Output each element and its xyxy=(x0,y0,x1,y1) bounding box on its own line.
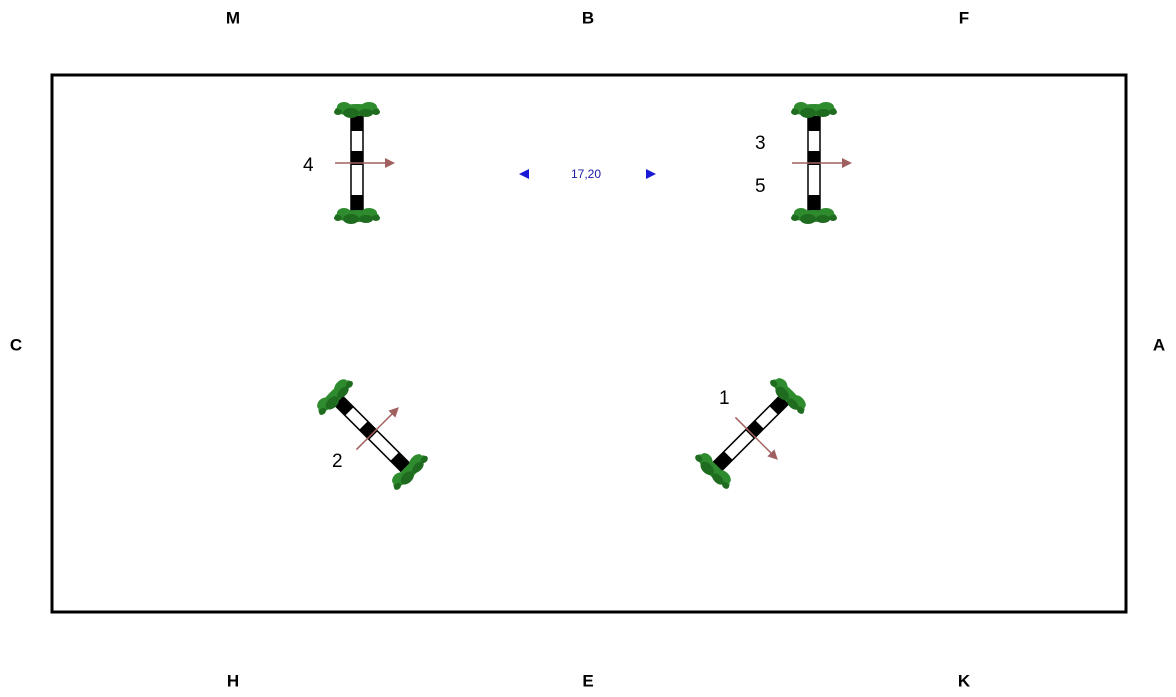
arena-border xyxy=(50,73,1128,614)
marker-m: M xyxy=(225,8,241,28)
marker-c: C xyxy=(9,335,23,355)
jump-2 xyxy=(313,365,441,493)
direction-arrow-icon xyxy=(734,416,778,460)
jump-number: 4 xyxy=(303,155,314,176)
marker-f: F xyxy=(958,8,970,28)
distance-label: 17,20 xyxy=(571,167,601,181)
jump-number: 1 xyxy=(719,388,730,409)
marker-h: H xyxy=(226,671,240,691)
jump-4 xyxy=(334,102,395,224)
jump-number: 3 xyxy=(755,133,766,154)
jump-3-5 xyxy=(791,102,852,224)
distance-indicator: 17,20 xyxy=(519,167,656,181)
arrow-left-icon xyxy=(519,169,529,179)
direction-arrow-icon xyxy=(355,407,399,451)
marker-a: A xyxy=(1152,335,1166,355)
marker-e: E xyxy=(582,671,594,691)
jump-number: 5 xyxy=(755,176,766,197)
arrow-right-icon xyxy=(646,169,656,179)
marker-b: B xyxy=(581,8,595,28)
jump-number: 2 xyxy=(332,451,343,472)
jump-1 xyxy=(692,374,820,502)
marker-k: K xyxy=(957,671,971,691)
